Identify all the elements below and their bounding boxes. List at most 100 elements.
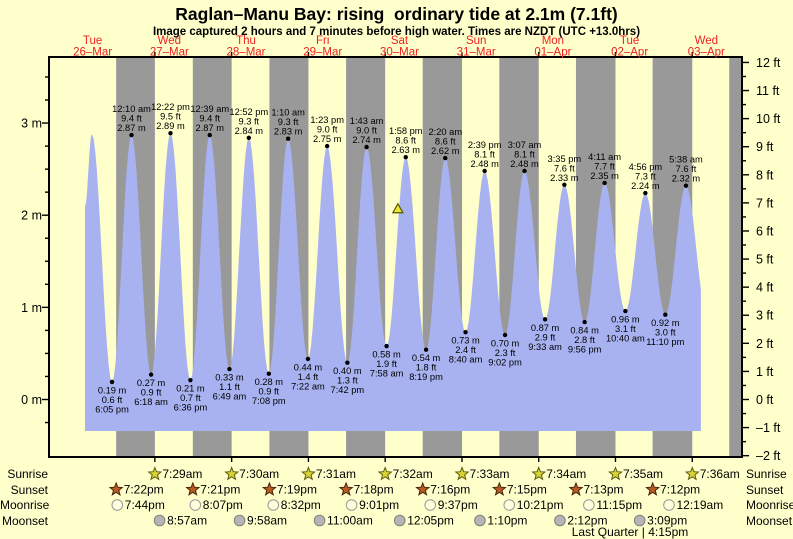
low-tide-dot bbox=[345, 360, 350, 365]
moonrise-icon bbox=[503, 499, 516, 511]
moonrise-row-label-right: Moonrise bbox=[746, 498, 793, 512]
moonrise-icon bbox=[663, 499, 675, 511]
low-tide-ft: 1.1 ft bbox=[219, 382, 240, 392]
high-tide-time: 3:35 pm bbox=[548, 154, 582, 164]
high-tide-time: 1:10 am bbox=[271, 108, 305, 118]
sunset-icon bbox=[185, 481, 201, 496]
moonset-time: 11:00am bbox=[327, 514, 373, 528]
high-tide-ft: 9.3 ft bbox=[278, 117, 299, 127]
low-tide-ft: 3.0 ft bbox=[655, 328, 676, 338]
high-tide-ft: 9.3 ft bbox=[238, 116, 259, 126]
low-tide-time: 7:58 am bbox=[370, 369, 404, 379]
day-label-date: 02–Apr bbox=[611, 47, 648, 59]
low-tide-time: 9:56 pm bbox=[568, 345, 602, 355]
day-label-weekday: Tue bbox=[620, 35, 639, 47]
left-axis-label: 3 m bbox=[21, 117, 42, 131]
moonset-time: 9:58am bbox=[247, 514, 287, 528]
day-label-date: 26–Mar bbox=[73, 47, 112, 59]
day-label-weekday: Fri bbox=[316, 35, 329, 47]
low-tide-dot bbox=[305, 356, 311, 362]
day-label-weekday: Wed bbox=[158, 35, 181, 47]
low-tide-m: 0.21 m bbox=[176, 384, 205, 394]
low-tide-ft: 0.9 ft bbox=[258, 387, 279, 397]
day-label-date: 01–Apr bbox=[534, 47, 571, 59]
sunset-icon bbox=[261, 481, 277, 496]
low-tide-m: 0.70 m bbox=[491, 338, 520, 348]
sunrise-icon bbox=[608, 466, 624, 481]
high-tide-m: 2.24 m bbox=[631, 181, 660, 191]
moonset-icon bbox=[633, 514, 646, 527]
high-tide-dot bbox=[285, 136, 291, 141]
high-tide-ft: 8.1 ft bbox=[474, 149, 495, 159]
moonrise-time: 9:01pm bbox=[359, 498, 399, 512]
high-tide-ft: 7.6 ft bbox=[676, 164, 697, 174]
moonset-icon bbox=[313, 514, 326, 527]
sunset-time: 7:18pm bbox=[354, 483, 394, 497]
high-tide-dot bbox=[403, 154, 408, 160]
low-tide-m: 0.54 m bbox=[412, 353, 441, 363]
low-tide-dot bbox=[266, 371, 272, 376]
high-tide-m: 2.48 m bbox=[470, 159, 499, 169]
day-label-date: 30–Mar bbox=[380, 47, 419, 59]
high-tide-time: 1:43 am bbox=[350, 116, 384, 126]
low-tide-ft: 1.9 ft bbox=[376, 359, 397, 369]
high-tide-ft: 9.5 ft bbox=[160, 112, 181, 122]
moonrise-icon bbox=[583, 499, 595, 511]
low-tide-dot bbox=[384, 343, 389, 349]
right-axis-label: 12 ft bbox=[756, 56, 781, 70]
high-tide-dot bbox=[643, 190, 648, 196]
sunset-icon bbox=[415, 481, 431, 496]
moonset-row-label-left: Moonset bbox=[1, 513, 48, 528]
right-axis-label: 5 ft bbox=[756, 253, 774, 267]
right-axis-label: –2 ft bbox=[756, 449, 781, 463]
high-tide-ft: 8.6 ft bbox=[435, 137, 456, 147]
moonrise-time: 10:21pm bbox=[517, 498, 564, 512]
right-axis-label: 10 ft bbox=[756, 112, 781, 126]
moonrise-time: 11:15pm bbox=[596, 498, 642, 512]
left-axis-label: 0 m bbox=[21, 393, 42, 407]
high-tide-time: 4:56 pm bbox=[629, 162, 663, 172]
right-axis-label: 6 ft bbox=[756, 224, 774, 238]
high-tide-m: 2.87 m bbox=[196, 123, 225, 133]
right-axis-label: 2 ft bbox=[756, 337, 774, 351]
high-tide-dot bbox=[443, 155, 448, 161]
low-tide-dot bbox=[148, 372, 154, 377]
moonrise-row-label-left: Moonrise bbox=[0, 498, 50, 512]
moonset-time: 2:12pm bbox=[567, 514, 607, 528]
day-label-date: 27–Mar bbox=[150, 47, 189, 59]
low-tide-ft: 0.7 ft bbox=[180, 393, 201, 403]
high-tide-time: 2:20 am bbox=[428, 127, 462, 137]
low-tide-ft: 1.3 ft bbox=[337, 376, 358, 386]
high-tide-ft: 8.6 ft bbox=[395, 136, 416, 146]
moonrise-icon bbox=[111, 499, 124, 511]
high-tide-dot bbox=[683, 183, 689, 188]
low-tide-ft: 2.4 ft bbox=[455, 345, 476, 355]
sunrise-row-label-right: Sunrise bbox=[746, 467, 787, 481]
plot-border bbox=[48, 56, 743, 458]
sunset-row-label-left: Sunset bbox=[10, 482, 48, 497]
low-tide-m: 0.73 m bbox=[451, 336, 480, 346]
day-label-weekday: Thu bbox=[236, 35, 256, 47]
sunset-time: 7:21pm bbox=[200, 483, 240, 497]
high-tide-dot bbox=[168, 130, 173, 136]
sunset-time: 7:12pm bbox=[660, 483, 700, 497]
day-label-weekday: Sat bbox=[391, 35, 409, 47]
moonrise-icon bbox=[267, 499, 280, 511]
high-tide-m: 2.62 m bbox=[431, 146, 460, 156]
low-tide-dot bbox=[623, 308, 628, 314]
right-axis-label: 3 ft bbox=[756, 309, 774, 323]
moonset-row-label-right: Moonset bbox=[746, 513, 793, 528]
low-tide-ft: 2.9 ft bbox=[535, 332, 556, 342]
sunset-icon bbox=[568, 481, 584, 496]
day-label-date: 29–Mar bbox=[303, 47, 342, 59]
sunrise-time: 7:36am bbox=[700, 467, 740, 481]
high-tide-time: 12:10 am bbox=[112, 104, 151, 114]
low-tide-dot bbox=[463, 330, 468, 335]
page-title: Raglan–Manu Bay: rising ordinary tide at… bbox=[175, 4, 618, 24]
high-tide-dot bbox=[364, 144, 369, 150]
low-tide-dot bbox=[502, 332, 508, 338]
sunrise-time: 7:33am bbox=[470, 467, 510, 481]
sunrise-icon bbox=[300, 466, 316, 481]
moonset-icon bbox=[554, 514, 566, 527]
sunrise-time: 7:34am bbox=[546, 467, 586, 481]
